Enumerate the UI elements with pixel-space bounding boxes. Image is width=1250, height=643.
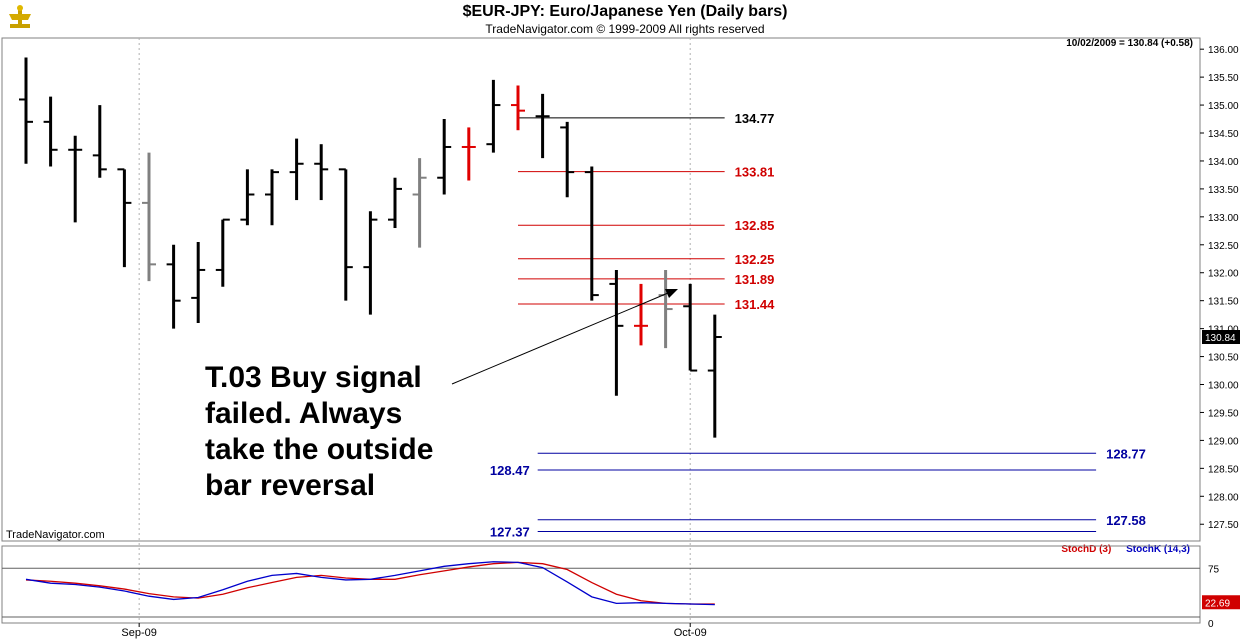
ohlc-bar: [338, 168, 353, 301]
level-label: 132.85: [735, 218, 775, 233]
ohlc-bar: [166, 244, 181, 329]
last-price-label: 130.84: [1205, 333, 1236, 344]
ohlc-bar: [191, 241, 206, 324]
ohlc-bar: [461, 127, 476, 181]
level-label: 131.44: [735, 297, 776, 312]
y-tick-label: 127.50: [1208, 520, 1239, 531]
y-tick-label: 129.50: [1208, 408, 1239, 419]
annotation-text: T.03 Buy signal failed. Always take the …: [205, 361, 434, 502]
last-price-box: [1202, 330, 1240, 345]
stoch-level-0-label: 0: [1208, 619, 1214, 630]
indicator-panel-frame: [1, 545, 1201, 624]
ohlc-bar: [511, 85, 525, 131]
y-tick-label: 135.50: [1208, 73, 1239, 84]
ohlc-bar: [19, 57, 33, 164]
ohlc-bar: [560, 121, 575, 198]
last-price-note: 10/02/2009 = 130.84 (+0.58): [1066, 38, 1193, 49]
ohlc-bar: [215, 218, 230, 287]
y-tick-label: 131.50: [1208, 297, 1239, 308]
ohlc-bar: [707, 314, 722, 438]
ohlc-bar: [314, 144, 329, 201]
stoch-d-legend: StochD (3): [1061, 544, 1112, 555]
level-label: 134.77: [735, 111, 775, 126]
level-label: 127.37: [490, 524, 530, 539]
chart-subtitle: TradeNavigator.com © 1999-2009 All right…: [485, 22, 765, 36]
ohlc-bar: [289, 138, 304, 201]
ohlc-bar: [609, 269, 624, 396]
y-tick-label: 133.00: [1208, 213, 1239, 224]
ohlc-bar: [240, 169, 255, 226]
ohlc-bar: [584, 166, 599, 301]
ohlc-bar: [412, 158, 427, 248]
ohlc-bar: [634, 283, 648, 346]
y-tick-label: 134.00: [1208, 157, 1239, 168]
ohlc-bar: [363, 211, 378, 315]
x-tick-label: Sep-09: [121, 627, 156, 639]
ohlc-bar: [92, 105, 107, 178]
y-tick-label: 130.50: [1208, 353, 1239, 364]
x-tick-label: Oct-09: [674, 627, 707, 639]
stoch-value-box: [1202, 595, 1240, 610]
y-tick-label: 132.00: [1208, 269, 1239, 280]
ohlc-bar: [117, 168, 132, 268]
level-label: 127.58: [1106, 513, 1146, 528]
y-tick-label: 136.00: [1208, 45, 1239, 56]
ohlc-bar: [142, 152, 156, 282]
annotation-arrow: [451, 292, 669, 385]
ohlc-bar: [486, 79, 501, 153]
stoch-k-line: [25, 561, 715, 606]
stoch-value-label: 22.69: [1205, 598, 1230, 609]
ohlc-bar: [388, 177, 402, 229]
ohlc-bar: [68, 135, 83, 223]
y-tick-label: 128.50: [1208, 464, 1239, 475]
y-tick-label: 134.50: [1208, 129, 1239, 140]
ohlc-bar: [658, 269, 673, 349]
level-label: 131.89: [735, 272, 775, 287]
y-tick-label: 135.00: [1208, 101, 1239, 112]
ohlc-bar: [535, 93, 550, 159]
y-tick-label: 129.00: [1208, 436, 1239, 447]
ohlc-bar: [43, 96, 58, 167]
annotation-arrowhead: [665, 289, 678, 298]
level-label: 128.47: [490, 463, 530, 478]
ohlc-bar: [265, 169, 279, 226]
stoch-level-75-label: 75: [1208, 564, 1220, 575]
y-tick-label: 132.50: [1208, 241, 1239, 252]
price-panel-frame: [1, 37, 1201, 542]
tradenavigator-logo-icon: [6, 4, 34, 35]
level-label: 133.81: [735, 165, 775, 180]
level-label: 128.77: [1106, 446, 1146, 461]
y-tick-label: 128.00: [1208, 492, 1239, 503]
chart-title: $EUR-JPY: Euro/Japanese Yen (Daily bars): [462, 3, 788, 20]
watermark: TradeNavigator.com: [6, 529, 105, 541]
ohlc-bar: [683, 283, 698, 372]
y-tick-label: 133.50: [1208, 185, 1239, 196]
y-tick-label: 130.00: [1208, 381, 1239, 392]
indicator-legend: StochD (3) StochK (14,3): [1061, 544, 1190, 555]
stoch-k-legend: StochK (14,3): [1126, 544, 1190, 555]
level-label: 132.25: [735, 252, 775, 267]
ohlc-bar: [437, 119, 452, 195]
